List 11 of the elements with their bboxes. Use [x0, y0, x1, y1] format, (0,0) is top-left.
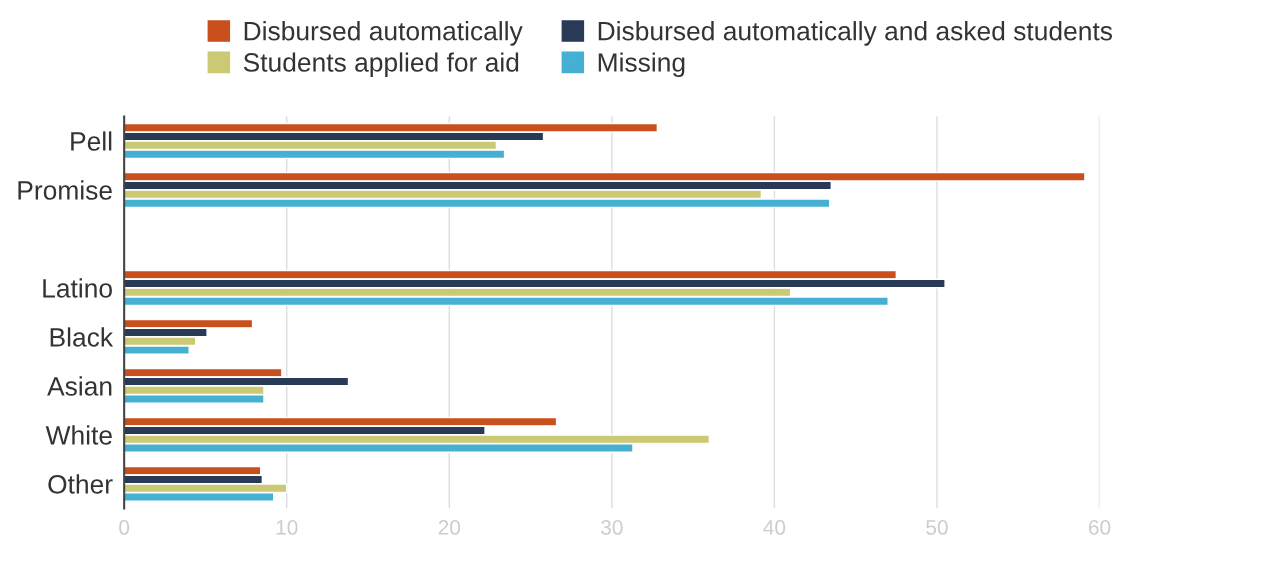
y-tick-label: Asian: [47, 376, 112, 396]
y-tick-label: Pell: [71, 131, 112, 151]
legend-label: Missing: [598, 52, 685, 78]
legend-label: Disbursed automatically: [244, 21, 523, 46]
y-tick-label: White: [45, 425, 112, 445]
y-tick-label: Promise: [18, 180, 112, 200]
legend-label: Students applied for aid: [243, 52, 519, 78]
y-tick-label: Black: [50, 327, 114, 347]
y-tick-label: Latino: [43, 278, 112, 298]
y-tick-label: Other: [48, 474, 113, 494]
legend-label: Disbursed automatically and asked students: [598, 21, 1112, 46]
